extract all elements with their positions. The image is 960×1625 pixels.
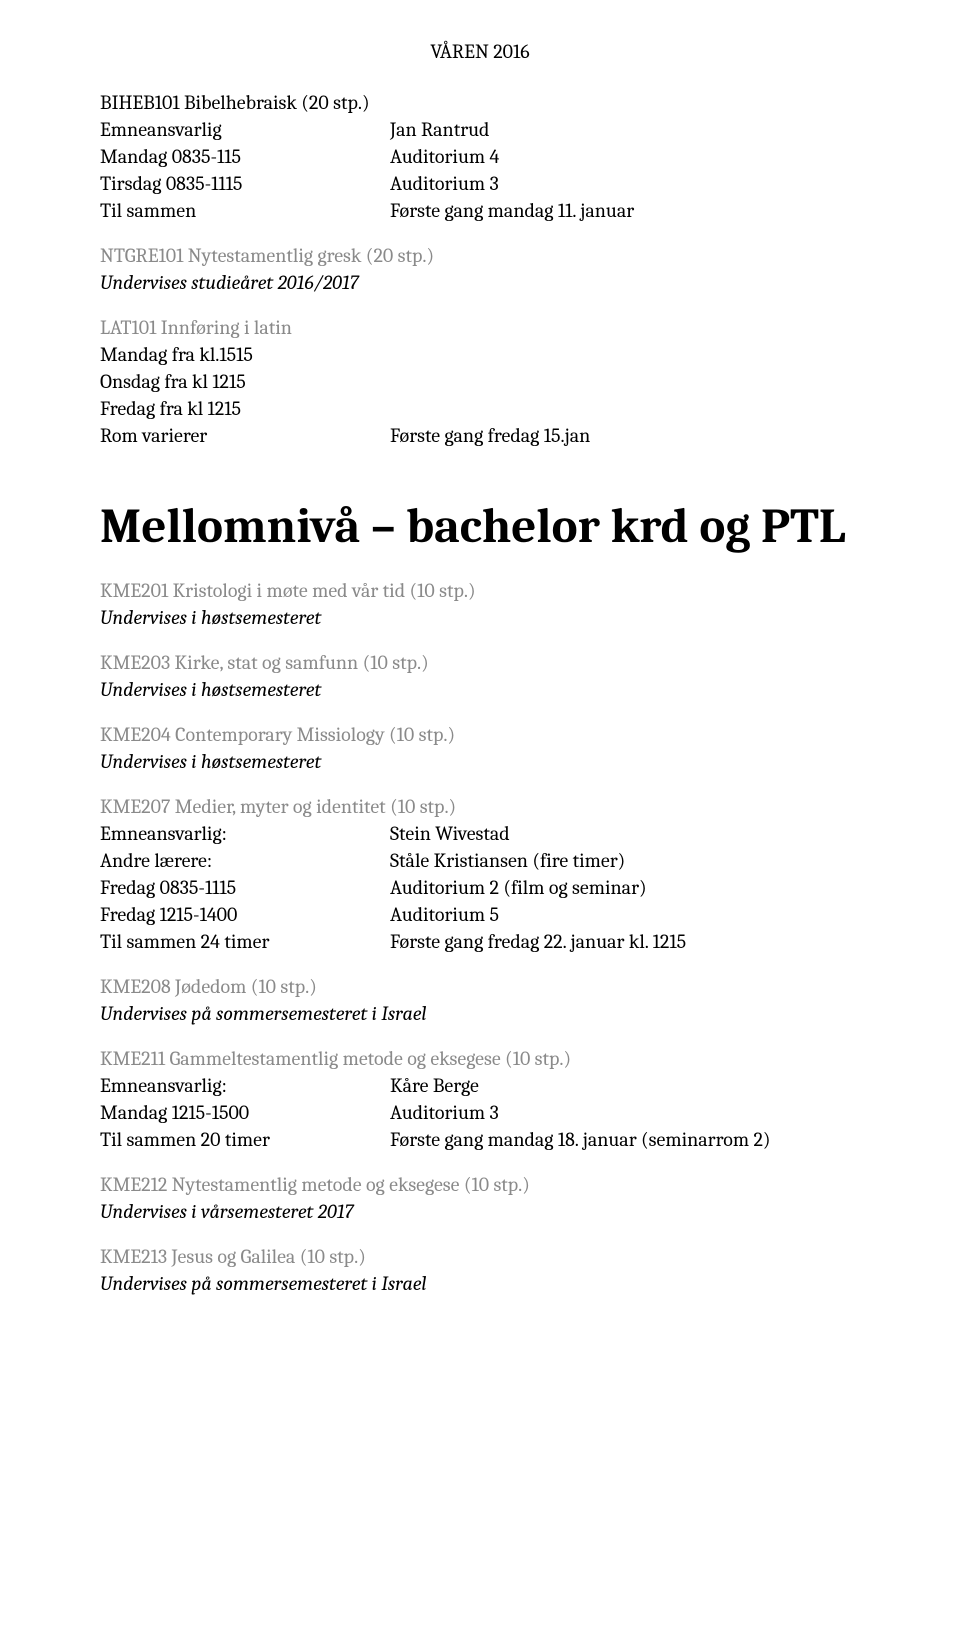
table-row: Mandag 0835-115 Auditorium 4 xyxy=(100,143,860,170)
row-label: Andre lærere: xyxy=(100,847,390,874)
course-ntgre101-title: NTGRE101 Nytestamentlig gresk (20 stp.) xyxy=(100,244,860,267)
row-value: Første gang mandag 18. januar (seminarro… xyxy=(390,1126,860,1153)
table-row: Mandag 1215-1500 Auditorium 3 xyxy=(100,1099,860,1126)
table-row: Til sammen Første gang mandag 11. januar xyxy=(100,197,860,224)
course-note: Undervises på sommersemesteret i Israel xyxy=(100,1000,860,1027)
row-label: Mandag 1215-1500 xyxy=(100,1099,390,1126)
course-kme211-title: KME211 Gammeltestamentlig metode og ekse… xyxy=(100,1047,860,1070)
course-lat101-title: LAT101 Innføring i latin xyxy=(100,316,860,339)
row-label: Fredag 1215-1400 xyxy=(100,901,390,928)
course-note: Undervises i vårsemesteret 2017 xyxy=(100,1198,860,1225)
row-value: Første gang fredag 22. januar kl. 1215 xyxy=(390,928,860,955)
row-value: Auditorium 3 xyxy=(390,1099,860,1126)
row-value: Auditorium 4 xyxy=(390,143,860,170)
table-row: Rom varierer Første gang fredag 15.jan xyxy=(100,422,860,449)
course-note: Undervises studieåret 2016/2017 xyxy=(100,269,860,296)
row-label: Emneansvarlig: xyxy=(100,1072,390,1099)
course-note: Undervises i høstsemesteret xyxy=(100,676,860,703)
section-title: Mellomnivå – bachelor krd og PTL xyxy=(100,499,860,555)
course-note: Undervises i høstsemesteret xyxy=(100,748,860,775)
table-row: Fredag 0835-1115 Auditorium 2 (film og s… xyxy=(100,874,860,901)
course-kme201-title: KME201 Kristologi i møte med vår tid (10… xyxy=(100,579,860,602)
row-label: Mandag 0835-115 xyxy=(100,143,390,170)
row-label: Tirsdag 0835-1115 xyxy=(100,170,390,197)
course-kme204-title: KME204 Contemporary Missiology (10 stp.) xyxy=(100,723,860,746)
course-biheb101-title: BIHEB101 Bibelhebraisk (20 stp.) xyxy=(100,91,860,114)
table-row: Tirsdag 0835-1115 Auditorium 3 xyxy=(100,170,860,197)
row-value: Første gang fredag 15.jan xyxy=(390,422,860,449)
row-label: Til sammen 24 timer xyxy=(100,928,390,955)
row-value: Kåre Berge xyxy=(390,1072,860,1099)
course-note: Undervises på sommersemesteret i Israel xyxy=(100,1270,860,1297)
schedule-line: Fredag fra kl 1215 xyxy=(100,395,860,422)
page-header: VÅREN 2016 xyxy=(100,40,860,63)
table-row: Emneansvarlig: Kåre Berge xyxy=(100,1072,860,1099)
course-kme208-title: KME208 Jødedom (10 stp.) xyxy=(100,975,860,998)
table-row: Emneansvarlig: Stein Wivestad xyxy=(100,820,860,847)
course-kme212-title: KME212 Nytestamentlig metode og eksegese… xyxy=(100,1173,860,1196)
row-label: Til sammen xyxy=(100,197,390,224)
row-value: Stein Wivestad xyxy=(390,820,860,847)
table-row: Til sammen 20 timer Første gang mandag 1… xyxy=(100,1126,860,1153)
course-kme203-title: KME203 Kirke, stat og samfunn (10 stp.) xyxy=(100,651,860,674)
table-row: Fredag 1215-1400 Auditorium 5 xyxy=(100,901,860,928)
course-kme207-title: KME207 Medier, myter og identitet (10 st… xyxy=(100,795,860,818)
schedule-line: Onsdag fra kl 1215 xyxy=(100,368,860,395)
table-row: Andre lærere: Ståle Kristiansen (fire ti… xyxy=(100,847,860,874)
row-value: Ståle Kristiansen (fire timer) xyxy=(390,847,860,874)
table-row: Emneansvarlig Jan Rantrud xyxy=(100,116,860,143)
row-value: Første gang mandag 11. januar xyxy=(390,197,860,224)
row-label: Fredag 0835-1115 xyxy=(100,874,390,901)
row-value: Auditorium 5 xyxy=(390,901,860,928)
course-note: Undervises i høstsemesteret xyxy=(100,604,860,631)
row-label: Emneansvarlig: xyxy=(100,820,390,847)
course-kme213-title: KME213 Jesus og Galilea (10 stp.) xyxy=(100,1245,860,1268)
row-value: Auditorium 3 xyxy=(390,170,860,197)
row-value: Jan Rantrud xyxy=(390,116,860,143)
row-label: Emneansvarlig xyxy=(100,116,390,143)
schedule-line: Mandag fra kl.1515 xyxy=(100,341,860,368)
row-value: Auditorium 2 (film og seminar) xyxy=(390,874,860,901)
table-row: Til sammen 24 timer Første gang fredag 2… xyxy=(100,928,860,955)
row-label: Til sammen 20 timer xyxy=(100,1126,390,1153)
row-label: Rom varierer xyxy=(100,422,390,449)
